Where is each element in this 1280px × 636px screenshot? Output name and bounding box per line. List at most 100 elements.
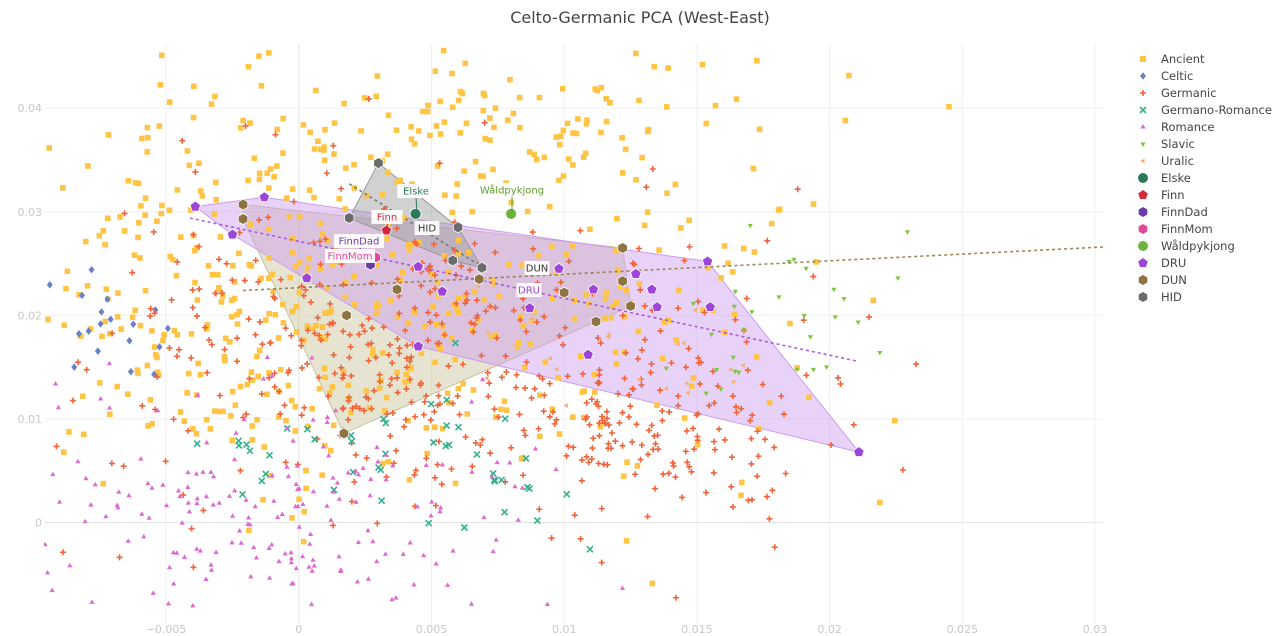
data-point xyxy=(480,296,487,303)
data-point xyxy=(787,320,793,327)
data-point xyxy=(258,83,265,89)
data-point xyxy=(102,318,109,325)
data-point xyxy=(315,138,321,145)
legend-item-germanic[interactable]: Germanic xyxy=(1140,86,1217,100)
data-point xyxy=(899,466,906,473)
data-point xyxy=(334,480,340,485)
legend-item-dru[interactable]: DRU xyxy=(1138,256,1186,270)
legend-item-uralic[interactable]: Uralic xyxy=(1140,154,1194,168)
legend-item-elske[interactable]: Elske xyxy=(1138,171,1191,185)
data-point xyxy=(433,123,440,129)
data-point xyxy=(348,498,355,505)
legend-item-germano-romance[interactable]: Germano-Romance xyxy=(1139,103,1272,117)
data-point xyxy=(265,226,272,233)
data-point xyxy=(57,499,63,504)
data-point xyxy=(855,320,861,325)
data-point xyxy=(424,450,430,457)
data-point xyxy=(646,427,653,434)
data-point xyxy=(310,488,316,494)
data-point xyxy=(663,366,669,372)
annotation-box xyxy=(474,183,550,197)
data-point xyxy=(521,364,528,371)
series-romance xyxy=(44,354,626,608)
group-point xyxy=(630,267,642,279)
data-point xyxy=(619,170,626,176)
legend-item-celtic[interactable]: Celtic xyxy=(1140,69,1193,83)
data-point xyxy=(195,360,201,367)
data-point xyxy=(694,433,701,440)
data-point xyxy=(265,275,272,281)
data-point xyxy=(733,96,740,102)
data-point xyxy=(728,483,735,490)
data-point xyxy=(433,312,440,319)
data-point xyxy=(408,242,415,248)
data-point xyxy=(271,370,278,377)
group-point xyxy=(587,283,600,295)
data-point xyxy=(536,94,543,101)
legend-item-w-ldpykjong[interactable]: Wåldpykjong xyxy=(1138,239,1235,253)
data-point xyxy=(352,451,359,458)
data-point xyxy=(460,361,467,368)
data-point xyxy=(369,351,376,357)
legend-symbol xyxy=(1138,190,1148,199)
data-point xyxy=(453,300,460,307)
data-point xyxy=(324,237,331,244)
data-point xyxy=(469,463,476,470)
legend-item-finn[interactable]: Finn xyxy=(1138,188,1185,202)
legend-item-finnmom[interactable]: FinnMom xyxy=(1138,222,1213,236)
legend-label: Germano-Romance xyxy=(1161,103,1272,117)
legend-label: Celtic xyxy=(1161,69,1193,83)
data-point xyxy=(596,432,603,439)
data-point xyxy=(359,322,366,329)
data-point xyxy=(319,324,326,330)
data-point xyxy=(563,490,571,498)
data-point xyxy=(163,502,170,508)
legend-item-dun[interactable]: DUN xyxy=(1138,273,1187,287)
data-point xyxy=(480,376,486,382)
data-point xyxy=(154,218,160,225)
data-point xyxy=(405,320,411,326)
data-point xyxy=(750,165,757,172)
legend-symbol xyxy=(1140,158,1145,164)
data-point xyxy=(330,262,336,268)
data-point xyxy=(644,451,651,458)
data-point xyxy=(657,387,664,394)
data-point xyxy=(425,519,433,527)
legend-symbol xyxy=(1138,241,1148,251)
group-point xyxy=(344,212,355,224)
data-point xyxy=(732,403,739,410)
data-point xyxy=(614,390,621,397)
data-point xyxy=(242,441,251,449)
data-point xyxy=(436,160,443,167)
data-point xyxy=(716,426,723,433)
group-point xyxy=(226,228,239,240)
data-point xyxy=(269,472,275,478)
legend[interactable]: Ancient Celtic Germanic Germano-Romance Roma… xyxy=(1138,52,1272,304)
data-point xyxy=(100,480,107,487)
data-point xyxy=(296,259,303,265)
legend-symbol xyxy=(1140,72,1146,80)
data-point xyxy=(846,72,852,79)
data-point xyxy=(398,277,404,284)
plot-area[interactable] xyxy=(42,47,1103,608)
legend-item-hid[interactable]: HID xyxy=(1138,290,1182,304)
x-tick-label: 0.02 xyxy=(817,623,842,636)
legend-item-romance[interactable]: Romance xyxy=(1140,120,1214,134)
data-point xyxy=(197,188,204,194)
data-point xyxy=(460,523,468,532)
data-point xyxy=(154,369,161,376)
legend-item-ancient[interactable]: Ancient xyxy=(1140,52,1205,66)
legend-item-finndad[interactable]: FinnDad xyxy=(1138,205,1208,219)
data-point xyxy=(317,266,324,272)
data-point xyxy=(695,359,702,366)
data-point xyxy=(298,337,305,344)
legend-item-slavic[interactable]: Slavic xyxy=(1140,137,1195,151)
data-point xyxy=(471,240,478,247)
data-point xyxy=(374,73,381,79)
data-point xyxy=(445,363,452,370)
data-point xyxy=(292,403,299,410)
data-point xyxy=(309,355,315,360)
data-point xyxy=(556,431,563,437)
data-point xyxy=(316,332,323,339)
data-point xyxy=(185,370,192,377)
